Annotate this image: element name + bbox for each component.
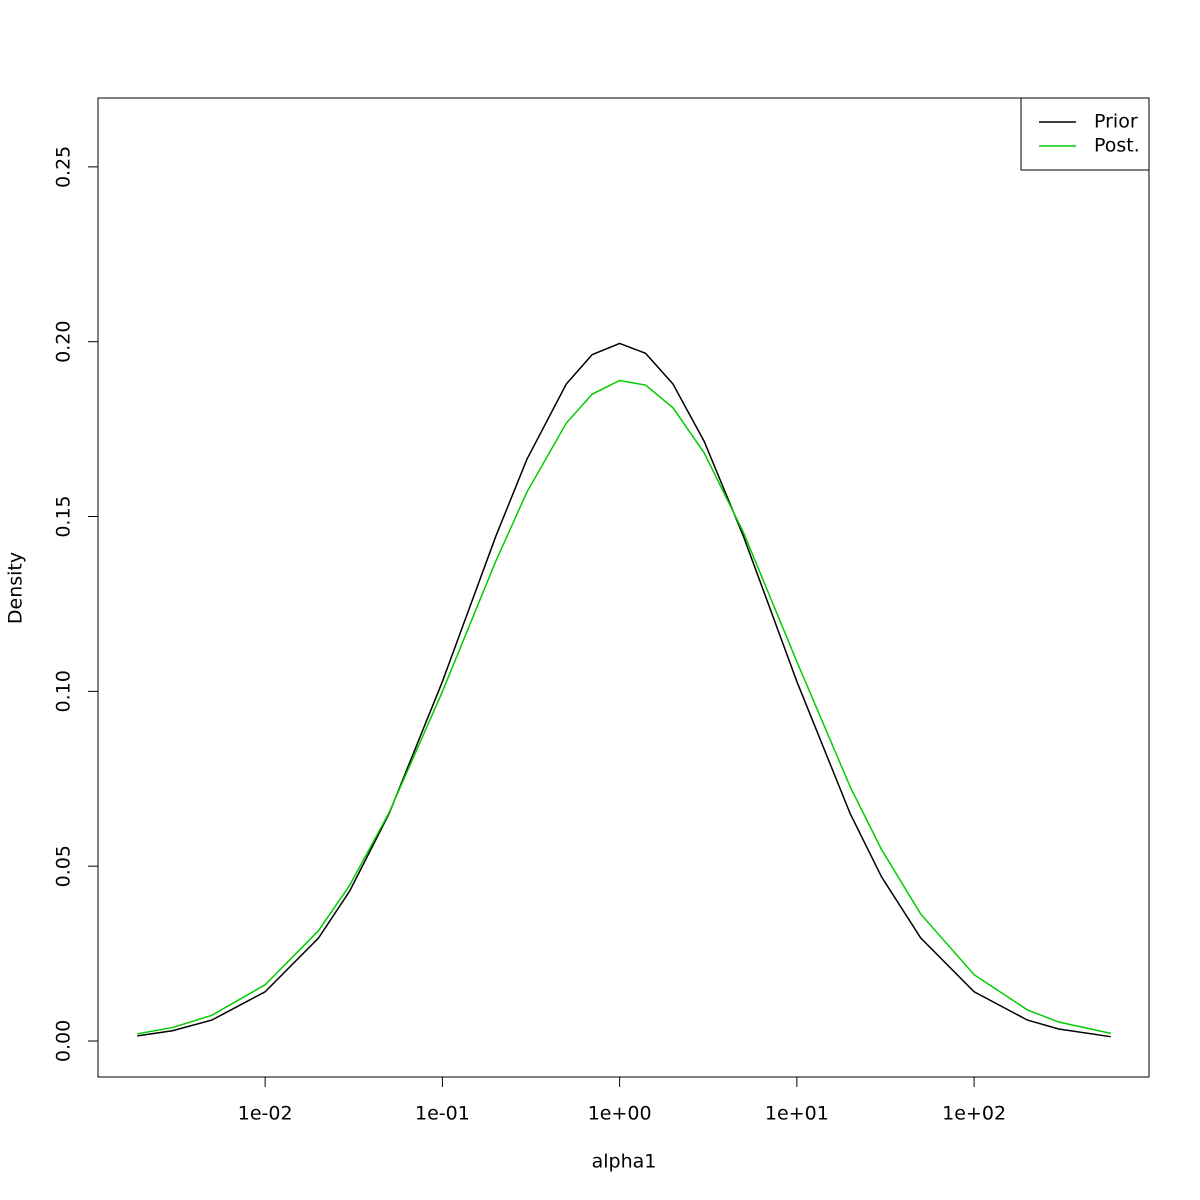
- x-tick-label: 1e+00: [588, 1103, 652, 1125]
- line: [137, 342, 1111, 1038]
- x-tick-label: 1e-02: [238, 1103, 293, 1125]
- y-tick-label: 0.05: [53, 845, 75, 887]
- y-tick-label: 0.25: [53, 146, 75, 188]
- line: [137, 379, 1111, 1035]
- y-tick-label: 0.15: [53, 495, 75, 537]
- legend-label: Post.: [1094, 135, 1140, 157]
- legend-box: [1020, 97, 1150, 171]
- y-tick-label: 0.00: [53, 1020, 75, 1062]
- x-tick-label: 1e+01: [765, 1103, 829, 1125]
- x-tick-label: 1e+02: [942, 1103, 1006, 1125]
- y-tick-label: 0.20: [53, 321, 75, 363]
- x-axis-label: alpha1: [592, 1151, 657, 1173]
- y-axis-label: Density: [5, 552, 27, 624]
- plot-frame: [97, 97, 1150, 1078]
- x-tick-label: 1e-01: [415, 1103, 470, 1125]
- y-tick-label: 0.10: [53, 670, 75, 712]
- legend-label: Prior: [1094, 111, 1138, 133]
